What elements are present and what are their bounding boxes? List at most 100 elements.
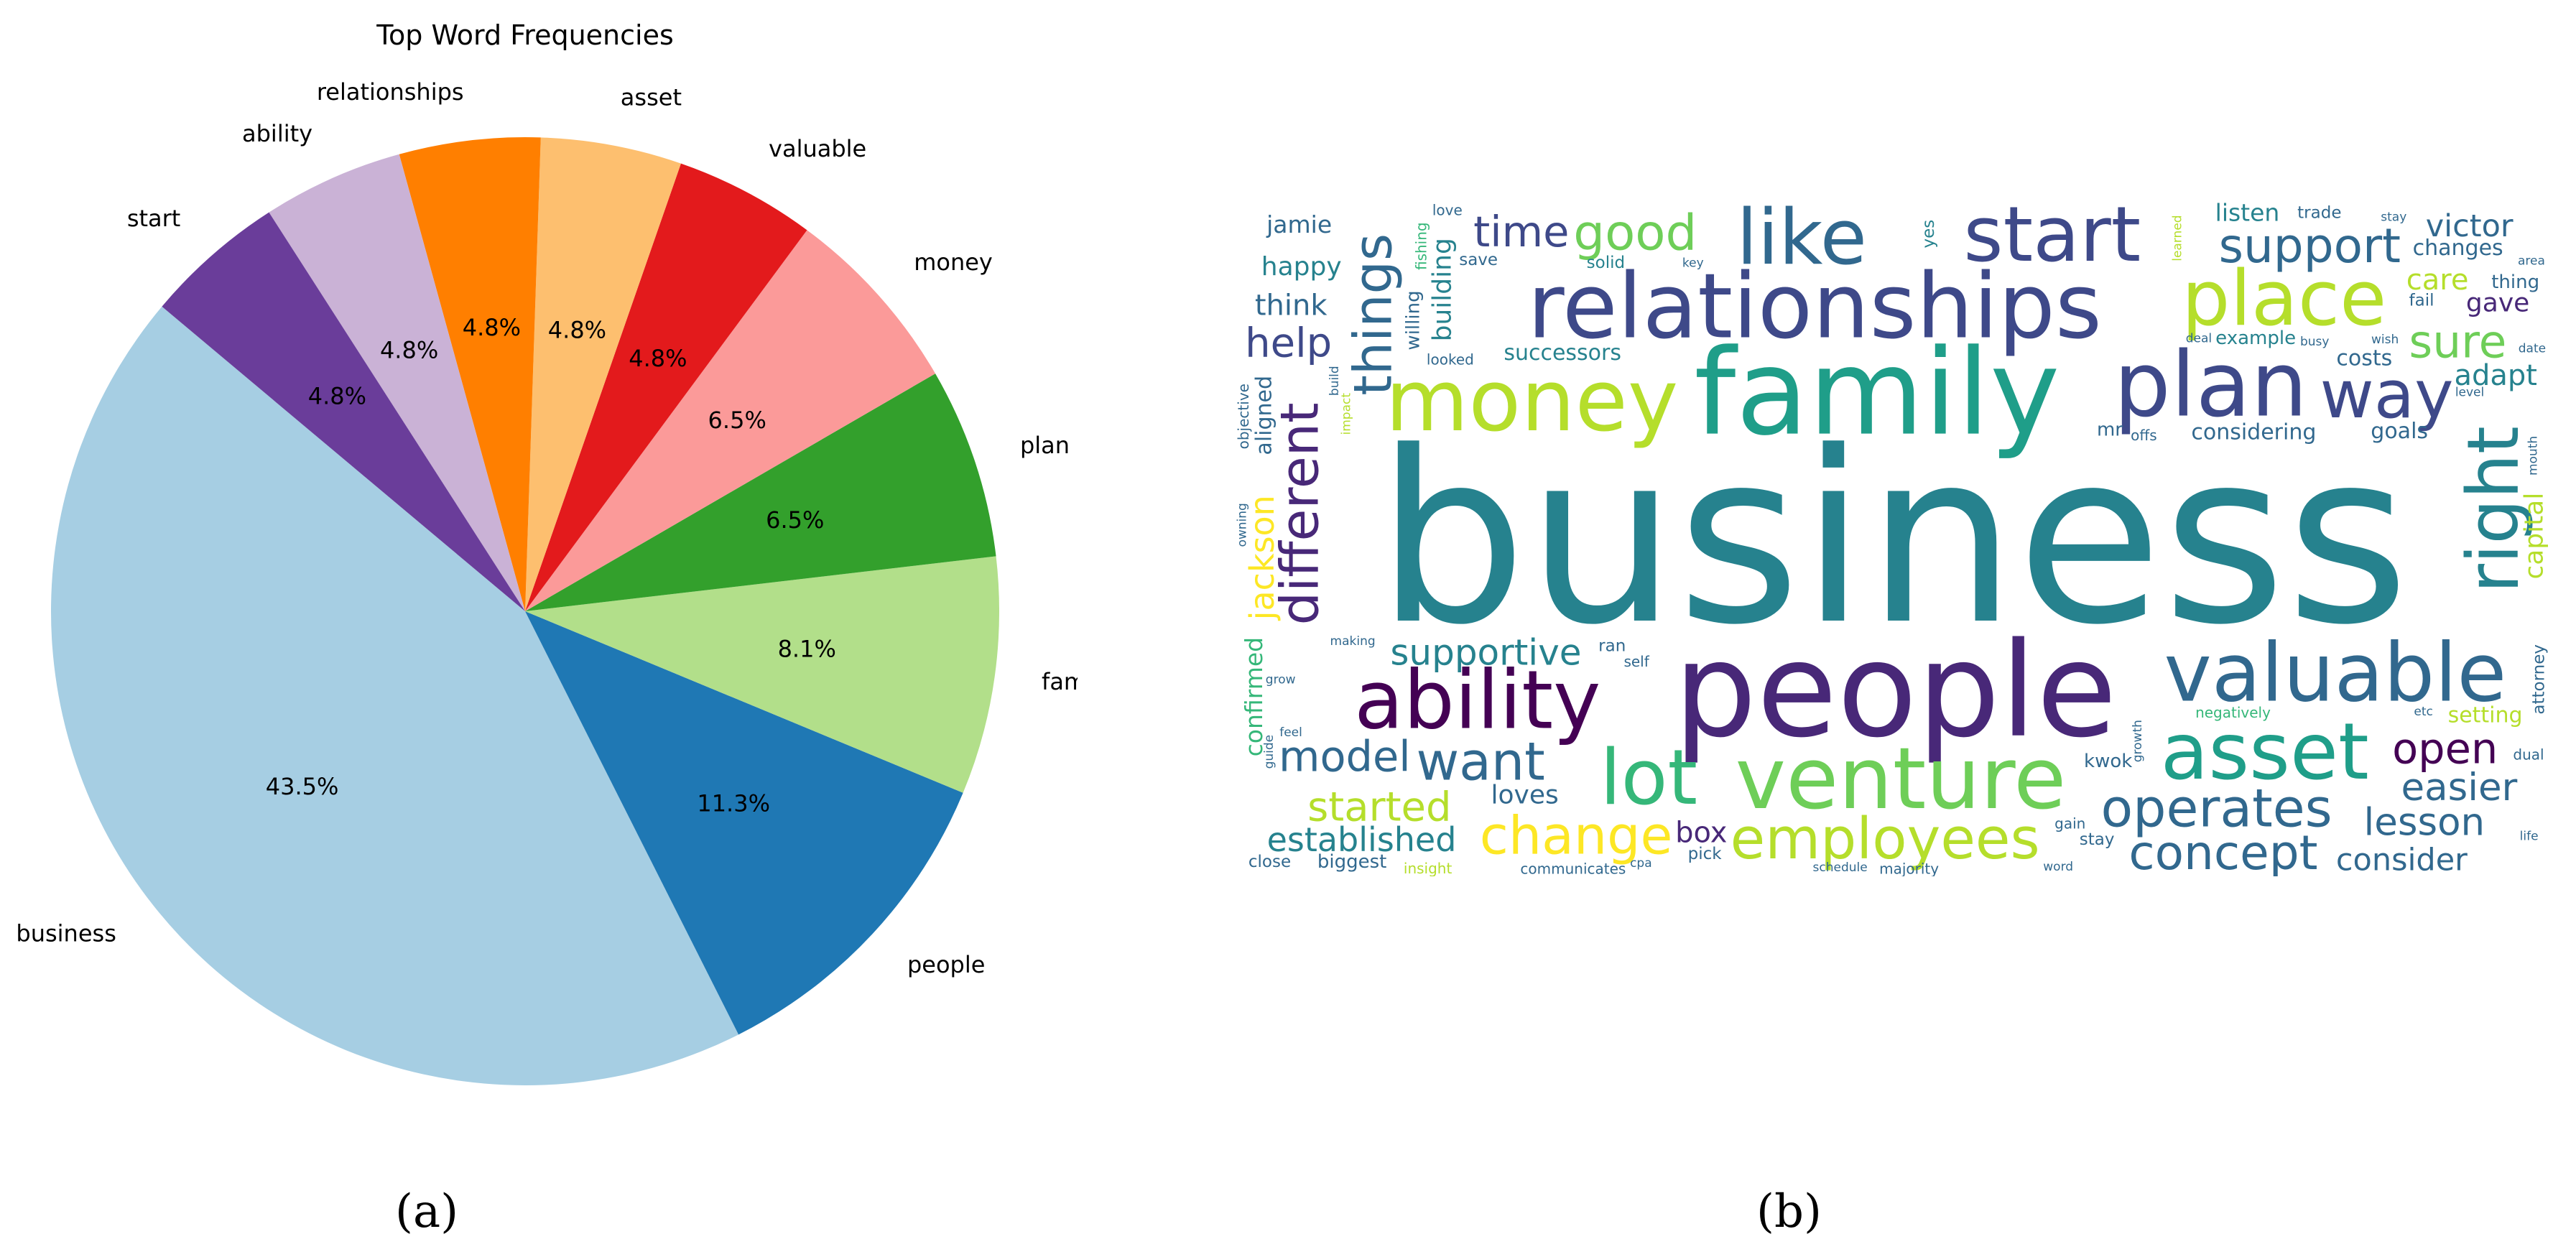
cloud-word: deal bbox=[2186, 332, 2212, 346]
pie-pct-label: 4.8% bbox=[380, 336, 438, 363]
pie-pct-label: 4.8% bbox=[548, 317, 606, 344]
cloud-word: loves bbox=[1491, 780, 1558, 810]
cloud-word: family bbox=[1694, 324, 2060, 462]
cloud-word: communicates bbox=[1520, 861, 1626, 876]
cloud-word: asset bbox=[2161, 706, 2369, 797]
cloud-word: valuable bbox=[2164, 626, 2506, 720]
cloud-word: think bbox=[1255, 289, 1328, 323]
cloud-word: different bbox=[1269, 402, 1330, 625]
cloud-word: jackson bbox=[1243, 495, 1282, 621]
cloud-word: lesson bbox=[2364, 801, 2485, 845]
cloud-word: business bbox=[1376, 401, 2409, 677]
caption-a: (a) bbox=[395, 1185, 459, 1238]
cloud-word: easier bbox=[2401, 766, 2518, 810]
pie-slice-people bbox=[525, 611, 963, 1035]
pie-pct-label: 6.5% bbox=[766, 506, 824, 534]
cloud-word: place bbox=[2182, 254, 2386, 343]
cloud-word: level bbox=[2455, 386, 2484, 400]
cloud-word: jamie bbox=[1266, 210, 1332, 238]
cloud-word: employees bbox=[1731, 806, 2040, 872]
cloud-word: negatively bbox=[2195, 704, 2271, 721]
pie-pct-label: 4.8% bbox=[463, 314, 521, 341]
cloud-word: time bbox=[1473, 207, 1569, 256]
cloud-word: self bbox=[1623, 653, 1649, 670]
cloud-word: word bbox=[2043, 860, 2073, 874]
pie-category-label: business bbox=[16, 920, 116, 947]
cloud-word: stay bbox=[2381, 210, 2406, 225]
cloud-word: changes bbox=[2413, 236, 2503, 261]
cloud-word: costs bbox=[2336, 345, 2392, 371]
pie-pct-label: 4.8% bbox=[308, 383, 366, 410]
cloud-word: plan bbox=[2114, 333, 2308, 437]
cloud-word: willing bbox=[1402, 290, 1424, 350]
cloud-word: area bbox=[2518, 254, 2545, 269]
cloud-word: attorney bbox=[2530, 644, 2549, 715]
cloud-word: dual bbox=[2513, 746, 2544, 763]
pie-category-label: family bbox=[1042, 668, 1078, 695]
cloud-word: pick bbox=[1688, 845, 1723, 863]
cloud-word: insight bbox=[1404, 860, 1453, 876]
cloud-word: supportive bbox=[1390, 631, 1581, 673]
cloud-word: offs bbox=[2131, 427, 2156, 444]
cloud-word: operates bbox=[2101, 779, 2332, 840]
pie-category-label: relationships bbox=[317, 78, 464, 106]
cloud-word: good bbox=[1573, 204, 1697, 261]
cloud-word: owning bbox=[1236, 503, 1249, 547]
pie-category-label: asset bbox=[621, 83, 682, 111]
cloud-word: building bbox=[1427, 238, 1457, 341]
cloud-word: mr bbox=[2097, 419, 2123, 441]
cloud-word: busy bbox=[2300, 335, 2329, 349]
pie-chart-panel: Top Word Frequencies 43.5% 11.3% 8.1% 6.5% 6… bbox=[0, 0, 1113, 1149]
pie-category-label: ability bbox=[242, 120, 312, 147]
cloud-word: build bbox=[1328, 366, 1342, 396]
cloud-word: date bbox=[2519, 341, 2546, 356]
cloud-word: key bbox=[1682, 256, 1704, 271]
pie-category-label: people bbox=[907, 951, 985, 978]
caption-b: (b) bbox=[1756, 1185, 1822, 1238]
cloud-word: capital bbox=[2519, 493, 2549, 580]
cloud-word: considering bbox=[2191, 420, 2316, 445]
cloud-word: ran bbox=[1598, 637, 1626, 656]
cloud-word: listen bbox=[2215, 201, 2280, 227]
cloud-word: life bbox=[2520, 829, 2539, 843]
pie-pct-label: 43.5% bbox=[266, 773, 339, 800]
cloud-word: started bbox=[1307, 784, 1451, 831]
pie-pct-label: 4.8% bbox=[629, 345, 687, 372]
cloud-word: start bbox=[1963, 201, 2141, 279]
cloud-word: grow bbox=[1266, 673, 1296, 687]
pie-chart: Top Word Frequencies 43.5% 11.3% 8.1% 6.5% 6… bbox=[16, 19, 1113, 1086]
pie-slice-money bbox=[525, 230, 936, 611]
cloud-word: stay bbox=[2080, 830, 2115, 849]
cloud-word: happy bbox=[1261, 252, 1342, 282]
word-cloud-panel: business people family relationships plan ven… bbox=[1236, 201, 2550, 876]
cloud-word: like bbox=[1736, 201, 1867, 282]
cloud-word: save bbox=[1459, 251, 1498, 269]
pie-category-label: plan bbox=[1020, 432, 1070, 459]
cloud-word: model bbox=[1279, 731, 1411, 781]
cloud-word: fail bbox=[2409, 291, 2434, 310]
cloud-word: love bbox=[1432, 202, 1463, 219]
pie-slice-relationships bbox=[399, 137, 541, 611]
cloud-word: growth bbox=[2131, 720, 2145, 762]
cloud-word: thing bbox=[2491, 272, 2539, 293]
cloud-word: right bbox=[2452, 426, 2535, 593]
cloud-word: successors bbox=[1504, 340, 1621, 366]
cloud-word: mouth bbox=[2526, 436, 2541, 476]
cloud-word: change bbox=[1480, 805, 1673, 866]
cloud-word: kwok bbox=[2084, 751, 2132, 772]
cloud-word: fishing bbox=[1413, 222, 1430, 270]
cloud-word: making bbox=[1330, 634, 1376, 649]
cloud-word: looked bbox=[1427, 351, 1474, 368]
cloud-word: care bbox=[2406, 264, 2469, 297]
cloud-word: venture bbox=[1736, 730, 2067, 829]
cloud-word: example bbox=[2215, 328, 2296, 349]
cloud-word: biggest bbox=[1317, 851, 1386, 873]
pie-slice-plan bbox=[525, 374, 996, 611]
cloud-word: relationships bbox=[1527, 255, 2102, 359]
cloud-word: support bbox=[2219, 218, 2401, 274]
cloud-word: feel bbox=[1279, 725, 1302, 740]
cloud-word: trade bbox=[2297, 203, 2341, 222]
pie-category-label: start bbox=[127, 205, 181, 232]
pie-slice-family bbox=[525, 556, 1000, 793]
